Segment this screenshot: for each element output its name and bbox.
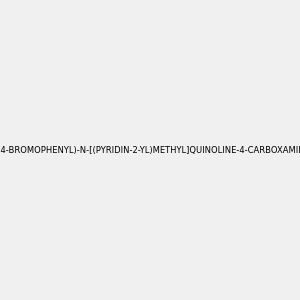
Text: 2-(4-BROMOPHENYL)-N-[(PYRIDIN-2-YL)METHYL]QUINOLINE-4-CARBOXAMIDE: 2-(4-BROMOPHENYL)-N-[(PYRIDIN-2-YL)METHY…	[0, 146, 300, 154]
